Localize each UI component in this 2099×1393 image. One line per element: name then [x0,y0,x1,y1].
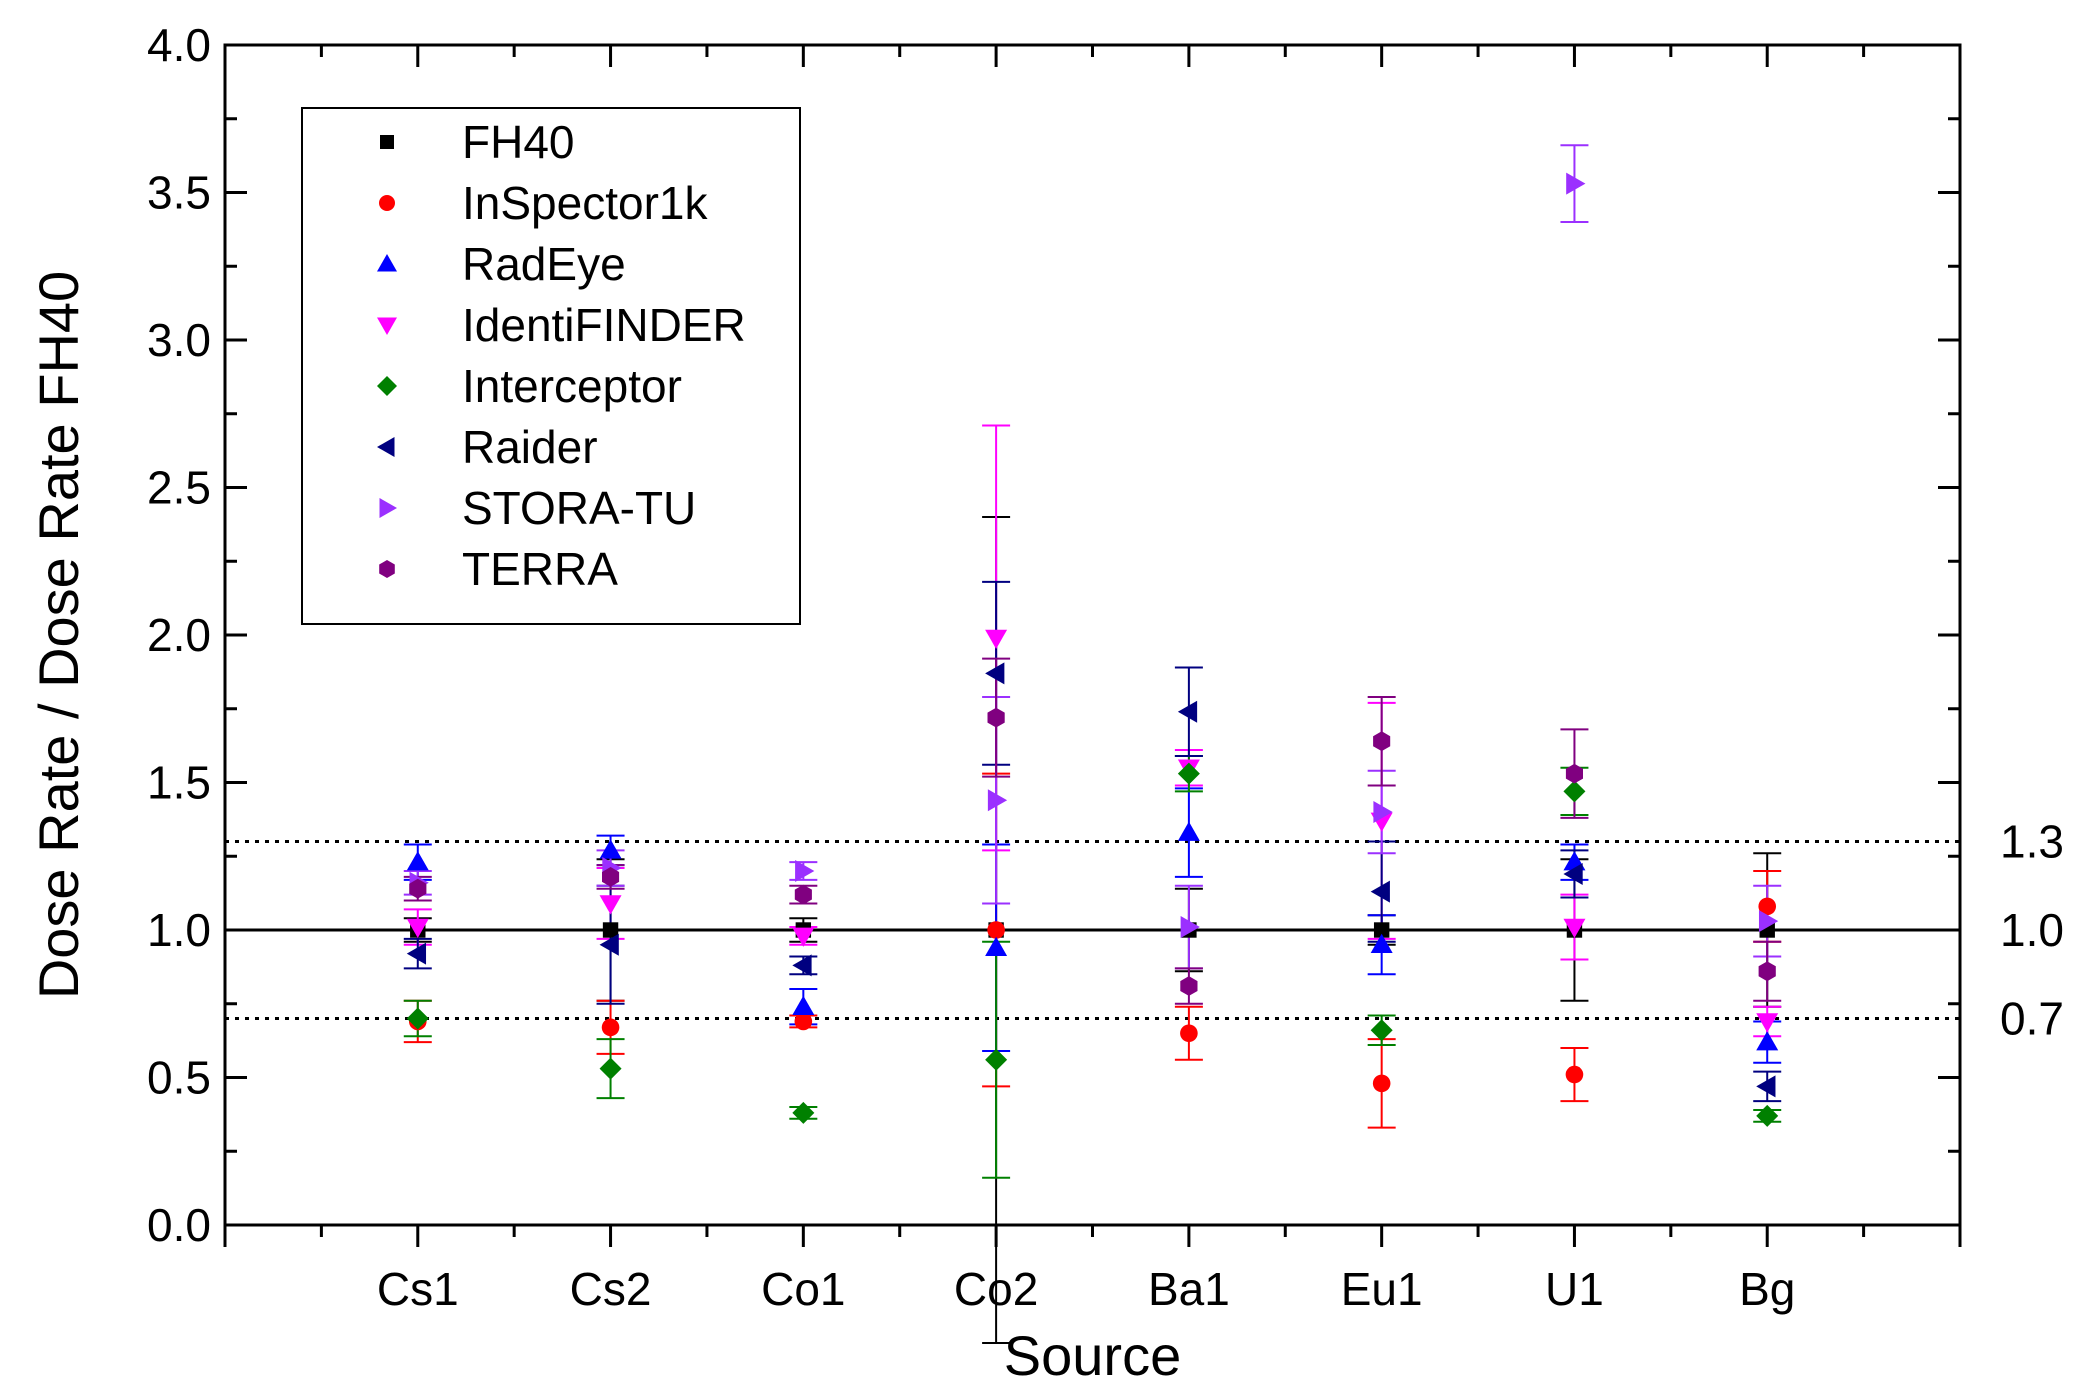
legend-marker-radeye [377,254,397,272]
point-radeye [1177,821,1200,841]
y-tick-label: 1.0 [147,904,211,956]
x-tick-label: Co1 [761,1263,845,1315]
point-radeye [985,936,1008,956]
point-interceptor [406,1007,429,1030]
point-identifinder [792,927,815,947]
y-tick-label: 2.0 [147,609,211,661]
x-tick-label: U1 [1545,1263,1604,1315]
reference-line-label: 0.7 [2000,993,2064,1045]
reference-line-label: 1.0 [2000,904,2064,956]
point-inspector1k [601,1018,620,1037]
point-inspector1k [794,1012,813,1031]
legend-marker-fh40 [380,135,394,149]
point-stora-tu [1180,916,1200,939]
reference-lines [225,840,1960,1020]
point-terra [1373,731,1391,752]
point-inspector1k [1372,1074,1391,1093]
point-raider [985,662,1005,685]
point-raider [792,954,812,977]
point-raider [1177,700,1198,723]
point-terra [409,878,427,899]
x-tick-label: Eu1 [1341,1263,1423,1315]
point-interceptor [1177,762,1200,785]
x-axis-title: Source [1004,1324,1181,1387]
point-radeye [792,995,815,1015]
legend-label-raider: Raider [462,421,598,473]
data-markers [406,172,1779,1127]
y-tick-label: 3.5 [147,167,211,219]
x-tick-label: Co2 [954,1263,1038,1315]
legend-label-identifinder: IdentiFINDER [462,299,746,351]
point-inspector1k [1758,897,1777,916]
x-tick-label: Cs1 [377,1263,459,1315]
point-terra [1565,763,1583,784]
point-interceptor [1370,1019,1393,1042]
point-terra [602,867,620,887]
y-axis-title: Dose Rate / Dose Rate FH40 [27,271,90,999]
point-radeye [1756,1031,1779,1051]
point-inspector1k [1565,1065,1584,1084]
y-tick-label: 4.0 [147,19,211,71]
legend-marker-stora-tu [379,498,397,518]
legend-marker-terra [379,560,395,578]
legend-marker-raider [377,437,395,457]
legend-label-inspector1k: InSpector1k [462,177,708,229]
point-raider [599,933,619,956]
point-stora-tu [795,860,815,882]
point-raider [1756,1075,1776,1098]
legend-label-stora-tu: STORA-TU [462,482,696,534]
point-interceptor [599,1057,622,1080]
point-identifinder [599,895,622,915]
y-tick-label: 1.5 [147,757,211,809]
point-radeye [599,839,622,859]
point-stora-tu [1373,801,1393,823]
legend-label-terra: TERRA [462,543,618,595]
point-terra [1758,961,1776,982]
point-identifinder [406,918,429,939]
point-fh40 [602,922,619,938]
point-raider [1563,862,1583,885]
x-tick-label: Bg [1739,1263,1795,1315]
y-tick-label: 2.5 [147,462,211,514]
legend-marker-interceptor [377,376,397,396]
point-terra [1180,976,1198,996]
point-identifinder [1563,918,1586,939]
reference-line-labels: 1.3 1.0 0.7 [2000,816,2064,1045]
legend-label-interceptor: Interceptor [462,360,682,412]
legend: FH40 InSpector1k RadEye IdentiFINDER Interce… [301,107,801,625]
point-interceptor [1563,780,1586,803]
legend-label-fh40: FH40 [462,116,574,168]
point-inspector1k [987,921,1005,939]
point-terra [987,707,1005,728]
x-axis: Cs1 Cs2 Co1 Co2 Ba1 Eu1 U1 Bg [223,45,1962,1315]
point-identifinder [985,629,1008,649]
point-interceptor [792,1101,815,1124]
point-identifinder [1756,1013,1779,1033]
legend-label-radeye: RadEye [462,238,626,290]
point-stora-tu [1758,910,1779,933]
point-stora-tu [1566,172,1586,195]
reference-line-label: 1.3 [2000,816,2064,868]
point-radeye [406,851,429,871]
y-tick-label: 0.5 [147,1052,211,1104]
point-stora-tu [987,789,1008,812]
point-interceptor [985,1048,1008,1071]
y-axis: 0.0 0.5 1.0 1.5 2.0 2.5 3.0 3.5 4.0 [147,19,1960,1251]
point-fh40 [1373,922,1390,938]
y-tick-label: 0.0 [147,1199,211,1251]
x-tick-label: Cs2 [570,1263,652,1315]
point-inspector1k [1180,1024,1198,1043]
point-terra [794,884,812,905]
legend-marker-identifinder [377,317,397,335]
legend-box [301,107,801,625]
point-raider [1370,880,1390,903]
legend-marker-inspector1k [379,195,395,211]
y-tick-label: 3.0 [147,314,211,366]
x-tick-label: Ba1 [1148,1263,1230,1315]
point-raider [406,942,427,965]
point-radeye [1370,933,1393,953]
point-interceptor [1756,1104,1779,1127]
